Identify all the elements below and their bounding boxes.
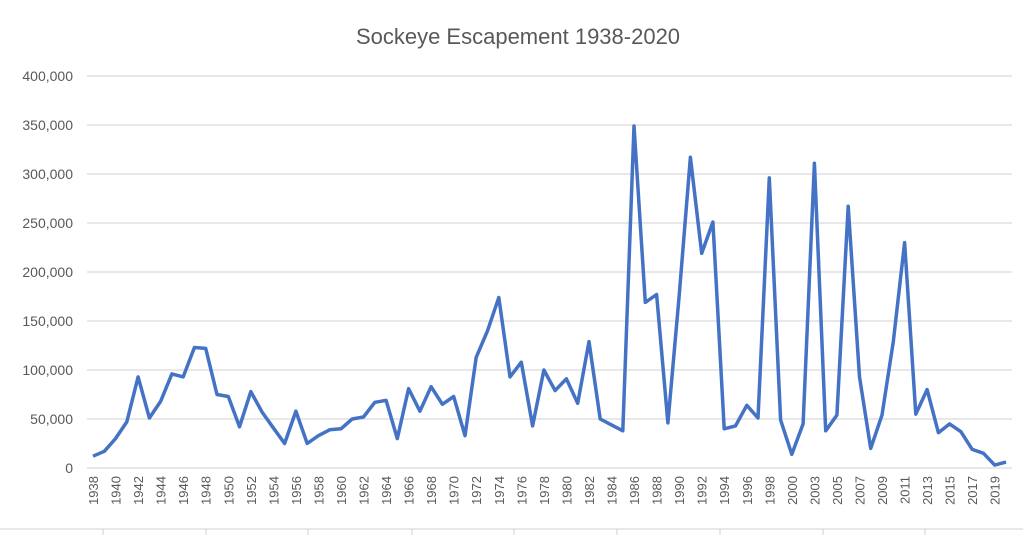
x-tick-label: 1966 xyxy=(402,476,417,505)
x-tick-label: 1974 xyxy=(492,476,507,505)
x-tick-label: 1942 xyxy=(131,476,146,505)
x-tick-label: 1984 xyxy=(604,476,619,505)
x-tick-label: 1990 xyxy=(672,476,687,505)
x-tick-label: 2019 xyxy=(988,476,1003,505)
x-tick-label: 2013 xyxy=(920,476,935,505)
x-tick-label: 2017 xyxy=(965,476,980,505)
x-tick-label: 1996 xyxy=(740,476,755,505)
x-tick-label: 1948 xyxy=(199,476,214,505)
x-tick-label: 1950 xyxy=(221,476,236,505)
x-tick-label: 1972 xyxy=(469,476,484,505)
x-tick-label: 1968 xyxy=(424,476,439,505)
y-tick-label: 350,000 xyxy=(22,117,73,133)
chart-title: Sockeye Escapement 1938-2020 xyxy=(356,24,680,49)
x-tick-label: 1938 xyxy=(86,476,101,505)
y-tick-label: 100,000 xyxy=(22,362,73,378)
y-tick-label: 400,000 xyxy=(22,68,73,84)
x-tick-label: 1964 xyxy=(379,476,394,505)
x-tick-label: 2003 xyxy=(807,476,822,505)
y-tick-label: 300,000 xyxy=(22,166,73,182)
x-tick-label: 2000 xyxy=(785,476,800,505)
x-tick-label: 1962 xyxy=(357,476,372,505)
y-tick-label: 200,000 xyxy=(22,264,73,280)
series-line xyxy=(92,124,1007,467)
x-tick-label: 2005 xyxy=(830,476,845,505)
x-tick-label: 1954 xyxy=(266,476,281,505)
x-tick-label: 2007 xyxy=(852,476,867,505)
y-tick-label: 250,000 xyxy=(22,215,73,231)
y-tick-label: 50,000 xyxy=(30,411,73,427)
x-tick-label: 1986 xyxy=(627,476,642,505)
x-tick-label: 1998 xyxy=(762,476,777,505)
x-tick-label: 1982 xyxy=(582,476,597,505)
x-tick-label: 1944 xyxy=(154,476,169,505)
y-tick-label: 150,000 xyxy=(22,313,73,329)
x-tick-label: 1952 xyxy=(244,476,259,505)
x-tick-label: 2009 xyxy=(875,476,890,505)
x-tick-label: 2011 xyxy=(898,476,913,504)
x-tick-label: 1994 xyxy=(717,476,732,505)
x-tick-label: 1992 xyxy=(695,476,710,505)
x-tick-label: 1978 xyxy=(537,476,552,505)
x-tick-label: 1976 xyxy=(514,476,529,505)
x-tick-label: 1958 xyxy=(311,476,326,505)
x-tick-label: 1956 xyxy=(289,476,304,505)
x-tick-label: 1960 xyxy=(334,476,349,505)
x-tick-label: 1946 xyxy=(176,476,191,505)
x-tick-label: 1980 xyxy=(559,476,574,505)
x-tick-label: 1970 xyxy=(447,476,462,505)
x-tick-label: 1988 xyxy=(650,476,665,505)
y-tick-label: 0 xyxy=(65,460,73,476)
x-tick-label: 2015 xyxy=(943,476,958,505)
x-tick-label: 1940 xyxy=(109,476,124,505)
